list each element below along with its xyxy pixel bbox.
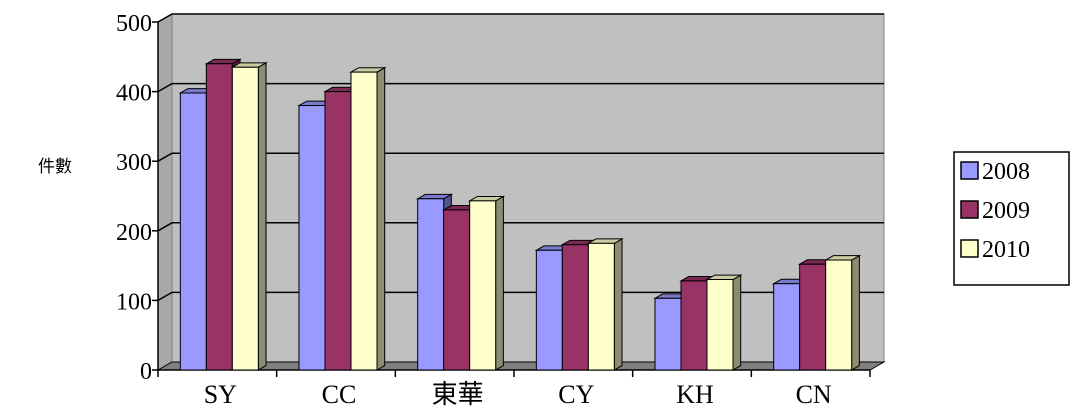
legend-swatch: [960, 239, 979, 258]
x-tick-label: CC: [322, 380, 357, 409]
x-tick-label: CN: [796, 380, 832, 409]
gridline: [157, 152, 884, 162]
legend-swatch: [960, 200, 979, 219]
bar-2010-CC: [349, 66, 387, 371]
legend-item-2008: 2008: [960, 159, 1030, 185]
x-tick-label: SY: [204, 380, 237, 409]
y-tick-label: 300: [116, 150, 152, 176]
y-tick-label: 400: [116, 81, 152, 107]
y-tick-labels: 0 100 200 300 400 500: [116, 11, 152, 385]
x-tick-labels: SY CC 東華 CY KH CN: [204, 380, 832, 409]
x-tick-label: 東華: [432, 380, 484, 409]
bar-2010-KH: [705, 274, 743, 371]
side-wall: [157, 13, 173, 371]
gridline: [157, 82, 884, 93]
y-tick-label: 500: [116, 11, 152, 37]
gridline: [157, 222, 884, 232]
bar-2010-SY: [230, 61, 268, 371]
bar-2010-CY: [586, 238, 624, 371]
legend-label: 2008: [982, 159, 1030, 185]
legend: 2008 2009 2010: [953, 151, 1070, 286]
legend-item-2010: 2010: [960, 237, 1030, 263]
x-tick-label: KH: [676, 380, 714, 409]
gridline: [157, 13, 884, 23]
gridline: [157, 291, 884, 302]
legend-label: 2010: [982, 237, 1030, 263]
bars: [178, 58, 862, 371]
y-tick-label: 100: [116, 289, 152, 315]
bar-2010-CN: [823, 254, 862, 371]
x-tick-label: CY: [558, 380, 594, 409]
bar-2010-東華: [467, 195, 506, 371]
legend-item-2009: 2009: [960, 198, 1030, 224]
gridlines: [157, 13, 884, 302]
legend-label: 2009: [982, 198, 1030, 224]
legend-swatch: [960, 161, 979, 180]
axes: [152, 21, 871, 377]
y-tick-label: 0: [140, 359, 152, 385]
bar-2008-KH: [653, 293, 691, 371]
y-tick-label: 200: [116, 220, 152, 246]
y-axis-label: 件數: [38, 157, 72, 177]
